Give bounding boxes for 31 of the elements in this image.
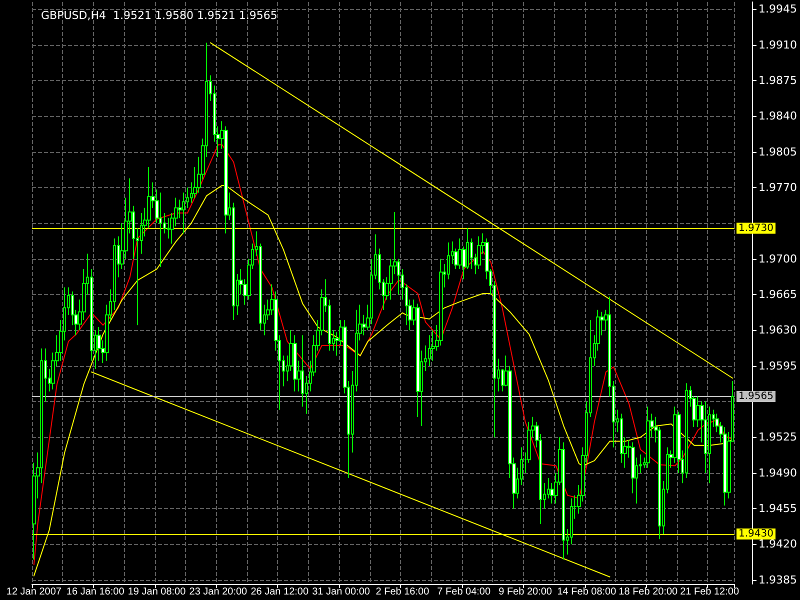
x-tick-label: 12 Jan 2007 bbox=[6, 586, 62, 598]
y-tick-label: 1.9490 bbox=[758, 466, 798, 480]
x-tick-label: 9 Feb 20:00 bbox=[498, 586, 552, 598]
y-tick-label: 1.9385 bbox=[758, 573, 798, 586]
y-tick-label: 1.9665 bbox=[758, 288, 798, 302]
ref-line-label: 1.9430 bbox=[738, 528, 774, 540]
y-tick-label: 1.9945 bbox=[758, 2, 798, 16]
y-tick-label: 1.9840 bbox=[758, 110, 798, 123]
x-tick-label: 2 Feb 16:00 bbox=[376, 586, 430, 598]
y-tick-label: 1.9455 bbox=[758, 502, 798, 516]
x-tick-label: 14 Feb 08:00 bbox=[557, 586, 617, 598]
y-tick-label: 1.9420 bbox=[758, 538, 798, 551]
y-tick-label: 1.9770 bbox=[758, 181, 798, 194]
x-tick-label: 23 Jan 20:00 bbox=[189, 586, 248, 598]
ref-line-label: 1.9565 bbox=[738, 390, 774, 402]
x-tick-label: 18 Feb 20:00 bbox=[618, 586, 678, 598]
x-tick-label: 21 Feb 12:00 bbox=[680, 586, 740, 598]
x-tick-label: 19 Jan 08:00 bbox=[128, 586, 186, 598]
y-tick-label: 1.9805 bbox=[758, 145, 798, 158]
y-tick-label: 1.9910 bbox=[758, 38, 798, 52]
y-tick-label: 1.9875 bbox=[758, 74, 798, 87]
x-tick-label: 26 Jan 12:00 bbox=[250, 586, 309, 598]
y-tick-label: 1.9595 bbox=[758, 359, 798, 372]
y-tick-label: 1.9525 bbox=[758, 430, 798, 444]
text: GBPUSD,H4 1.9521 1.9580 1.9521 1.9565 bbox=[41, 9, 278, 22]
x-tick-label: 16 Jan 16:00 bbox=[66, 586, 125, 598]
y-tick-label: 1.9630 bbox=[758, 324, 798, 337]
ref-line-label: 1.9730 bbox=[738, 222, 774, 234]
x-tick-label: 7 Feb 04:00 bbox=[437, 586, 491, 598]
y-tick-label: 1.9700 bbox=[758, 252, 798, 266]
x-tick-label: 31 Jan 00:00 bbox=[312, 586, 370, 598]
